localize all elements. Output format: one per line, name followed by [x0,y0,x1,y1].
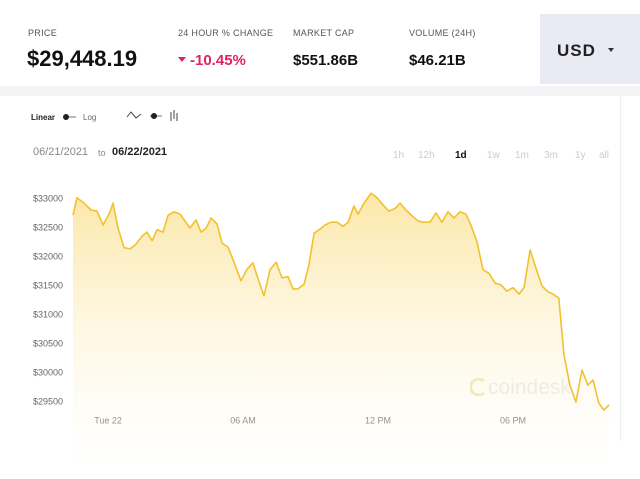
range-button[interactable]: 1m [515,150,529,161]
range-button[interactable]: 1w [487,150,500,161]
range-button[interactable]: 1h [393,150,405,161]
date-separator: to [98,148,106,158]
stat-value: $29,448.19 [27,46,138,71]
down-arrow [178,57,186,62]
price-line [72,192,610,411]
chart-style-icons[interactable] [126,109,182,123]
stat-value: $46.21B [409,52,466,69]
caret [608,48,614,52]
stat-label: 24 HOUR % CHANGE [178,28,274,38]
scale-option[interactable]: Log [83,113,97,122]
separator [0,86,640,96]
range-button[interactable]: 1y [575,150,586,161]
date-to[interactable]: 06/22/2021 [112,146,168,158]
currency-dropdown[interactable]: USD [540,14,640,84]
y-tick-label: $32000 [33,251,63,261]
range-button[interactable]: 12h [418,150,435,161]
date-from[interactable]: 06/21/2021 [33,146,89,158]
range-button[interactable]: all [599,150,610,161]
y-tick-label: $29500 [33,396,63,406]
currency: USD [557,41,596,60]
y-tick-label: $30000 [33,367,63,377]
stat-label: PRICE [28,28,58,38]
scale-option[interactable]: Linear [31,113,56,122]
y-tick-label: $31500 [33,280,63,290]
y-tick-label: $32500 [33,222,63,232]
stat-value: -10.45% [190,52,246,69]
area-fill [73,193,609,479]
range-button[interactable]: 3m [544,150,558,161]
y-tick-label: $31000 [33,309,63,319]
y-tick-label: $33000 [33,193,63,203]
y-tick-label: $30500 [33,338,63,348]
range-button[interactable]: 1d [455,150,467,161]
stat-label: VOLUME (24H) [409,28,476,38]
scale-toggle[interactable] [62,113,78,121]
stat-value: $551.86B [293,52,359,69]
stat-label: MARKET CAP [293,28,355,38]
